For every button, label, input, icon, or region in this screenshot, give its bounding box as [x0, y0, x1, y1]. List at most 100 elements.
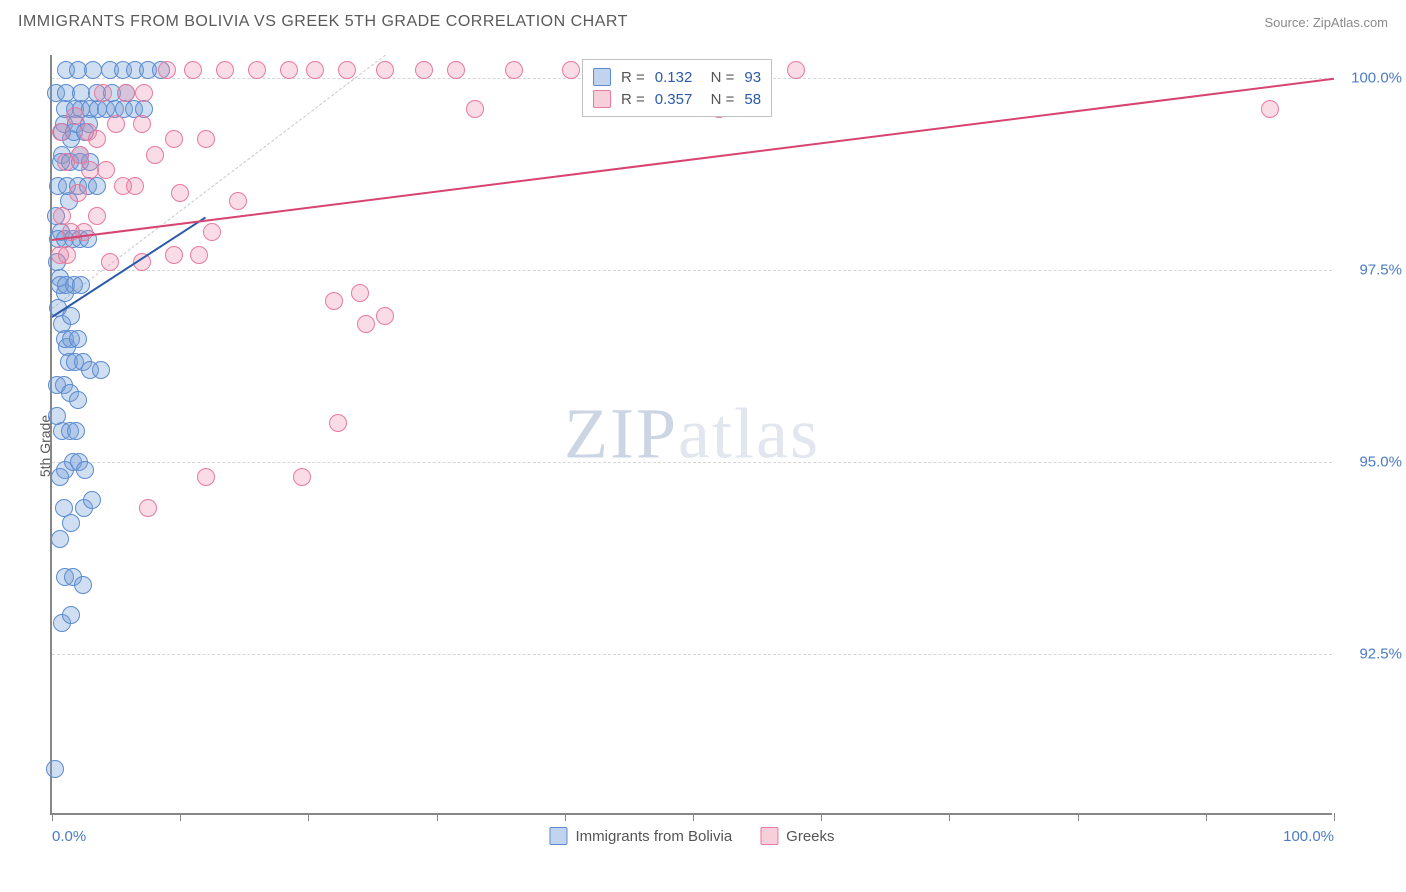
legend-r-label: R = [621, 91, 645, 108]
scatter-point [229, 192, 247, 210]
legend-label: Greeks [786, 828, 834, 845]
legend-label: Immigrants from Bolivia [575, 828, 732, 845]
gridline [52, 462, 1332, 463]
scatter-point [76, 461, 94, 479]
x-tick [437, 813, 438, 821]
scatter-point [466, 100, 484, 118]
scatter-point [376, 307, 394, 325]
legend-row: R = 0.132 N = 93 [593, 66, 761, 88]
scatter-point [447, 61, 465, 79]
scatter-point [67, 422, 85, 440]
scatter-point [83, 491, 101, 509]
scatter-point [84, 61, 102, 79]
scatter-point [197, 130, 215, 148]
scatter-point [158, 61, 176, 79]
x-tick [1334, 813, 1335, 821]
scatter-point [787, 61, 805, 79]
scatter-point [69, 330, 87, 348]
y-tick-label: 97.5% [1342, 261, 1402, 278]
scatter-point [71, 146, 89, 164]
scatter-point [117, 84, 135, 102]
legend-r-label: R = [621, 69, 645, 86]
legend-n-label: N = [702, 69, 734, 86]
chart-title: IMMIGRANTS FROM BOLIVIA VS GREEK 5TH GRA… [18, 13, 628, 31]
scatter-point [107, 115, 125, 133]
scatter-point [46, 760, 64, 778]
x-tick [1078, 813, 1079, 821]
scatter-point [505, 61, 523, 79]
legend-item: Greeks [760, 827, 834, 845]
legend-n-value: 58 [744, 91, 761, 108]
scatter-point [88, 177, 106, 195]
scatter-point [48, 407, 66, 425]
scatter-point [135, 84, 153, 102]
scatter-point [203, 223, 221, 241]
scatter-point [184, 61, 202, 79]
legend-swatch [760, 827, 778, 845]
x-tick-label: 0.0% [52, 828, 86, 845]
scatter-point [66, 107, 84, 125]
scatter-point [351, 284, 369, 302]
watermark: ZIPatlas [564, 393, 820, 476]
header: IMMIGRANTS FROM BOLIVIA VS GREEK 5TH GRA… [0, 0, 1406, 44]
scatter-point [51, 530, 69, 548]
scatter-point [248, 61, 266, 79]
gridline [52, 270, 1332, 271]
legend-r-value: 0.357 [655, 91, 693, 108]
scatter-point [376, 61, 394, 79]
scatter-point [415, 61, 433, 79]
series-legend: Immigrants from Bolivia Greeks [549, 827, 834, 845]
scatter-point [146, 146, 164, 164]
correlation-legend: R = 0.132 N = 93 R = 0.357 N = 58 [582, 59, 772, 117]
scatter-point [171, 184, 189, 202]
plot-area: ZIPatlas 92.5%95.0%97.5%100.0%0.0%100.0%… [50, 55, 1332, 815]
scatter-point [55, 499, 73, 517]
scatter-point [280, 61, 298, 79]
scatter-point [52, 123, 70, 141]
scatter-point [58, 246, 76, 264]
scatter-point [74, 576, 92, 594]
scatter-point [165, 130, 183, 148]
legend-n-label: N = [702, 91, 734, 108]
x-tick [693, 813, 694, 821]
scatter-point [1261, 100, 1279, 118]
scatter-point [139, 499, 157, 517]
x-tick [565, 813, 566, 821]
scatter-point [88, 207, 106, 225]
scatter-point [126, 177, 144, 195]
x-tick [1206, 813, 1207, 821]
y-tick-label: 95.0% [1342, 453, 1402, 470]
legend-item: Immigrants from Bolivia [549, 827, 732, 845]
scatter-point [51, 468, 69, 486]
x-tick [180, 813, 181, 821]
scatter-point [165, 246, 183, 264]
x-tick [308, 813, 309, 821]
scatter-point [562, 61, 580, 79]
scatter-point [329, 414, 347, 432]
scatter-point [79, 123, 97, 141]
scatter-point [75, 223, 93, 241]
scatter-point [69, 391, 87, 409]
x-tick [52, 813, 53, 821]
gridline [52, 654, 1332, 655]
scatter-point [293, 468, 311, 486]
x-tick [821, 813, 822, 821]
legend-r-value: 0.132 [655, 69, 693, 86]
scatter-point [92, 361, 110, 379]
scatter-point [62, 514, 80, 532]
scatter-point [338, 61, 356, 79]
scatter-point [69, 184, 87, 202]
scatter-point [325, 292, 343, 310]
scatter-point [101, 253, 119, 271]
source-label: Source: ZipAtlas.com [1264, 15, 1388, 30]
scatter-point [357, 315, 375, 333]
legend-n-value: 93 [744, 69, 761, 86]
scatter-point [97, 161, 115, 179]
x-tick [949, 813, 950, 821]
scatter-point [133, 115, 151, 133]
legend-swatch [593, 68, 611, 86]
y-tick-label: 100.0% [1342, 70, 1402, 87]
legend-swatch [549, 827, 567, 845]
scatter-point [306, 61, 324, 79]
scatter-point [94, 84, 112, 102]
